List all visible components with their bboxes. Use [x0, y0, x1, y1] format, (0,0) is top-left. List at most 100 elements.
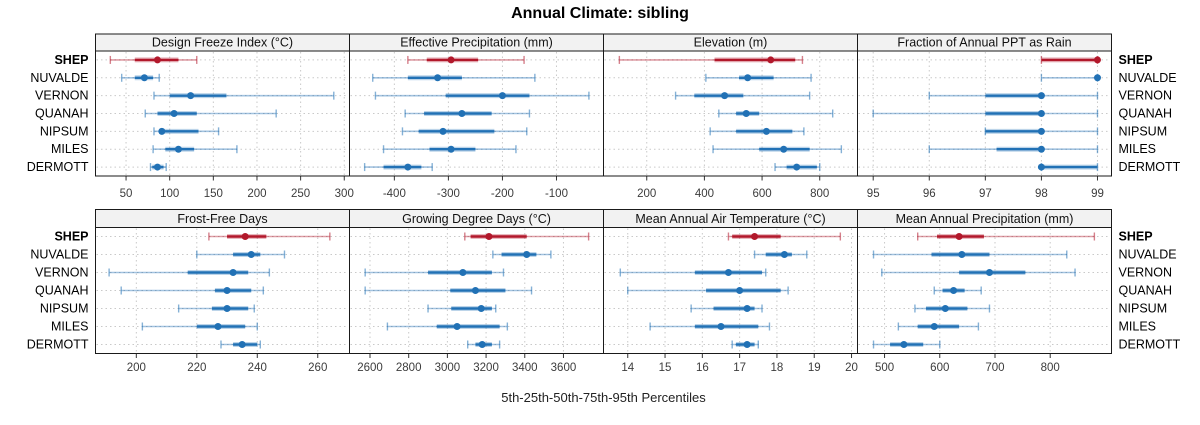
- site-label-left: MILES: [51, 142, 89, 156]
- site-label-left: NIPSUM: [40, 124, 89, 138]
- site-label-right: VERNON: [1119, 266, 1172, 280]
- median-dot: [742, 110, 750, 117]
- median-dot: [762, 127, 770, 135]
- x-tick-label: 300: [335, 188, 354, 200]
- site-label-right: VERNON: [1119, 89, 1172, 103]
- median-dot: [780, 251, 788, 258]
- x-tick-label: 800: [1041, 362, 1060, 374]
- x-tick-label: 14: [621, 362, 634, 374]
- median-dot: [485, 233, 493, 240]
- x-tick-label: 96: [923, 188, 936, 200]
- x-tick-label: 19: [808, 362, 821, 374]
- median-dot: [478, 341, 486, 348]
- median-dot: [153, 163, 161, 171]
- median-dot: [477, 305, 485, 312]
- x-tick-label: 50: [120, 188, 133, 200]
- median-dot: [471, 287, 479, 294]
- median-dot: [1037, 127, 1045, 135]
- median-dot: [900, 341, 908, 348]
- median-dot: [447, 145, 455, 153]
- site-label-left: NIPSUM: [40, 302, 89, 316]
- median-dot: [1037, 110, 1045, 117]
- x-tick-label: 260: [308, 362, 327, 374]
- x-tick-label: 15: [659, 362, 672, 374]
- median-dot: [1037, 145, 1045, 153]
- median-dot: [744, 74, 752, 82]
- median-dot: [930, 323, 938, 330]
- site-label-right: MILES: [1119, 142, 1157, 156]
- site-label-right: DERMOTT: [1119, 338, 1181, 352]
- median-dot: [187, 92, 195, 100]
- x-tick-label: 3400: [512, 362, 538, 374]
- median-dot: [751, 233, 759, 240]
- median-dot: [1093, 56, 1101, 64]
- x-tick-label: 220: [187, 362, 206, 374]
- figure-title: Annual Climate: sibling: [511, 5, 689, 22]
- panel-title: Mean Annual Precipitation (mm): [896, 212, 1074, 226]
- median-dot: [459, 269, 467, 276]
- site-label-right: QUANAH: [1119, 107, 1172, 121]
- panel-strip: [857, 33, 1112, 52]
- x-tick-label: -200: [491, 188, 514, 200]
- x-tick-label: 98: [1035, 188, 1048, 200]
- median-dot: [238, 341, 246, 348]
- x-tick-label: -100: [545, 188, 568, 200]
- x-axis-caption: 5th-25th-50th-75th-95th Percentiles: [501, 390, 706, 405]
- site-label-left: SHEP: [54, 53, 88, 67]
- median-dot: [434, 74, 442, 82]
- median-dot: [717, 323, 725, 330]
- site-label-left: VERNON: [35, 89, 88, 103]
- x-tick-label: 500: [875, 362, 894, 374]
- panel-title: Design Freeze Index (°C): [152, 36, 293, 50]
- x-tick-label: -400: [383, 188, 406, 200]
- x-tick-label: 200: [247, 188, 266, 200]
- x-tick-label: 18: [771, 362, 784, 374]
- panel-title: Elevation (m): [694, 36, 768, 50]
- median-dot: [458, 110, 466, 117]
- median-dot: [1037, 163, 1045, 171]
- site-label-right: DERMOTT: [1119, 160, 1181, 174]
- site-label-right: SHEP: [1119, 53, 1153, 67]
- median-dot: [950, 287, 958, 294]
- site-label-right: NUVALDE: [1119, 71, 1177, 85]
- site-label-left: QUANAH: [35, 284, 88, 298]
- median-dot: [241, 233, 249, 240]
- median-dot: [140, 74, 148, 82]
- x-tick-label: 20: [845, 362, 858, 374]
- site-label-left: NUVALDE: [30, 71, 88, 85]
- median-dot: [439, 127, 447, 135]
- x-tick-label: 3000: [435, 362, 461, 374]
- panel-title: Growing Degree Days (°C): [402, 212, 551, 226]
- panel-strip: [857, 209, 1112, 228]
- panel-title: Fraction of Annual PPT as Rain: [897, 36, 1071, 50]
- x-tick-label: 250: [291, 188, 310, 200]
- median-dot: [780, 145, 788, 153]
- site-label-left: DERMOTT: [27, 160, 89, 174]
- median-dot: [941, 305, 949, 312]
- median-dot: [229, 269, 237, 276]
- x-tick-label: 200: [637, 188, 656, 200]
- median-dot: [214, 323, 222, 330]
- x-tick-label: 2600: [357, 362, 383, 374]
- median-dot: [223, 305, 231, 312]
- x-tick-label: 3600: [551, 362, 577, 374]
- median-dot: [174, 145, 182, 153]
- panel-title: Frost-Free Days: [177, 212, 267, 226]
- median-dot: [985, 269, 993, 276]
- x-tick-label: 600: [930, 362, 949, 374]
- median-dot: [404, 163, 412, 171]
- median-dot: [721, 92, 729, 100]
- median-dot: [955, 233, 963, 240]
- x-tick-label: 3200: [473, 362, 499, 374]
- site-label-left: MILES: [51, 320, 89, 334]
- panel-title: Effective Precipitation (mm): [400, 36, 553, 50]
- site-label-left: QUANAH: [35, 107, 88, 121]
- site-label-right: NUVALDE: [1119, 248, 1177, 262]
- x-tick-label: 99: [1091, 188, 1104, 200]
- site-label-right: NIPSUM: [1119, 302, 1168, 316]
- median-dot: [736, 287, 744, 294]
- median-dot: [767, 56, 775, 64]
- x-tick-label: 95: [867, 188, 880, 200]
